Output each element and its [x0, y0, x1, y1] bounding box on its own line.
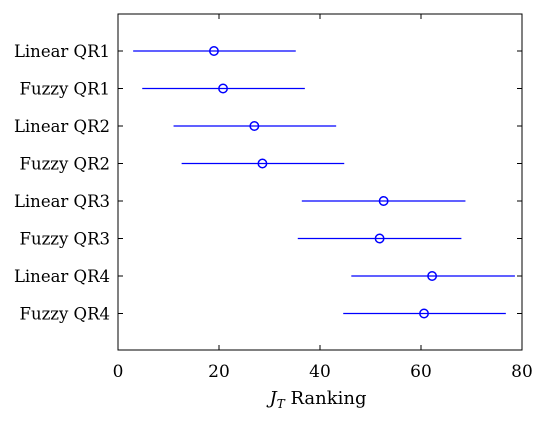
category-label: Linear QR2 [14, 117, 110, 136]
category-label: Fuzzy QR3 [20, 230, 110, 249]
y-axis-ticks [118, 50, 522, 314]
category-label: Linear QR1 [14, 42, 110, 61]
x-axis-label: JT Ranking [265, 388, 366, 411]
interval-center-marker [218, 83, 228, 94]
category-label: Linear QR3 [14, 192, 110, 211]
interval-center-marker [257, 158, 268, 169]
interval-center-marker [419, 308, 429, 319]
interval-center-marker [374, 233, 385, 244]
interval-series [133, 46, 515, 319]
category-label: Fuzzy QR4 [20, 305, 110, 324]
interval-center-marker [249, 121, 260, 131]
category-label: Fuzzy QR2 [20, 155, 110, 174]
x-tick-label: 40 [309, 362, 331, 382]
category-labels: Linear QR1 Fuzzy QR1 Linear QR2 Fuzzy QR2 Li… [14, 42, 110, 324]
x-tick-label: 0 [113, 362, 124, 382]
interval-center-marker [209, 46, 219, 56]
x-tick-label: 20 [208, 362, 230, 382]
category-label: Linear QR4 [14, 267, 110, 286]
interval-center-marker [378, 196, 389, 206]
plot-frame [117, 13, 523, 351]
x-tick-label: 80 [511, 362, 533, 382]
x-axis-ticks [117, 14, 523, 350]
x-tick-labels: 0 20 40 60 80 [113, 362, 533, 382]
x-tick-label: 60 [410, 362, 432, 382]
category-label: Fuzzy QR1 [20, 80, 110, 99]
interval-center-marker [427, 271, 438, 281]
